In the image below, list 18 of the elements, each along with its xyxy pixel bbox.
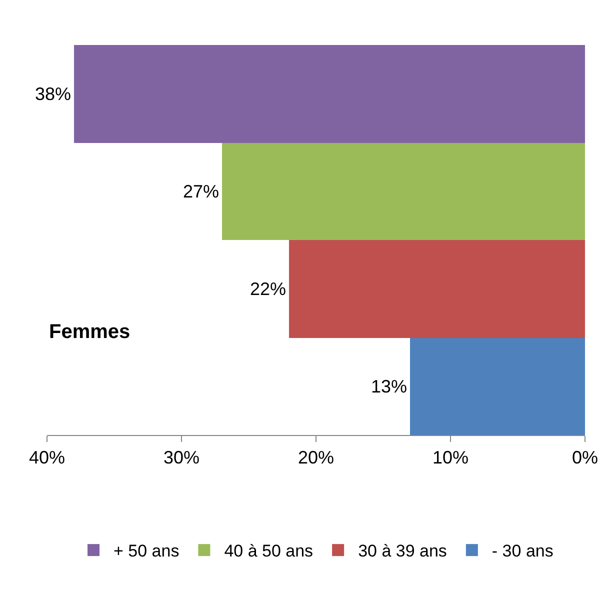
data-label: 22% bbox=[250, 279, 286, 299]
data-label: 38% bbox=[34, 84, 71, 104]
legend-label: 30 à 39 ans bbox=[358, 542, 447, 561]
legend-label: - 30 ans bbox=[492, 542, 554, 561]
x-tick-label: 30% bbox=[163, 448, 200, 468]
bar bbox=[410, 338, 585, 435]
x-tick-label: 0% bbox=[572, 448, 598, 468]
data-label: 13% bbox=[370, 376, 407, 396]
legend-label: + 50 ans bbox=[114, 542, 180, 561]
bar bbox=[289, 240, 585, 338]
bar bbox=[222, 143, 585, 240]
data-label: 27% bbox=[182, 182, 219, 202]
annotation: Femmes bbox=[49, 321, 130, 343]
x-tick-label: 10% bbox=[432, 448, 469, 468]
legend-label: 40 à 50 ans bbox=[224, 542, 314, 561]
x-tick-label: 20% bbox=[298, 448, 334, 468]
x-tick-label: 40% bbox=[28, 448, 66, 468]
bar bbox=[74, 45, 585, 143]
